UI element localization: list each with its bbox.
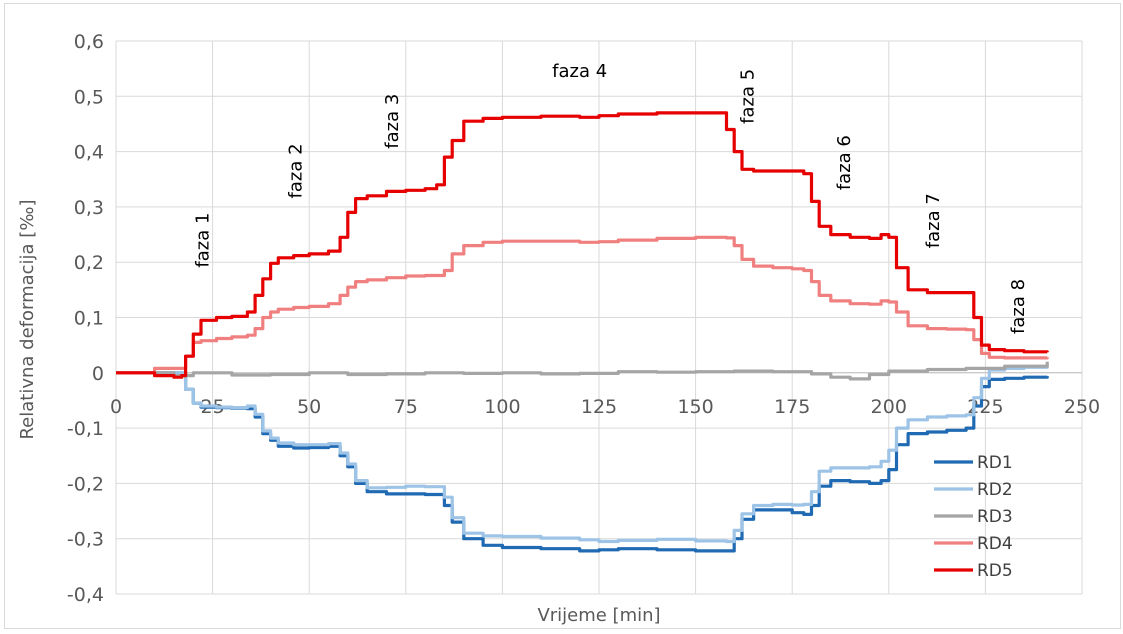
x-tick-label: 200 (871, 396, 907, 418)
y-tick-label: 0,2 (74, 252, 104, 274)
y-tick-label: 0,3 (74, 197, 104, 219)
legend-label: RD4 (977, 534, 1013, 554)
series-line-rd3 (116, 361, 1049, 381)
y-tick-label: -0,1 (67, 418, 104, 440)
phase-annotation: faza 6 (834, 135, 855, 190)
x-tick-label: 50 (297, 396, 321, 418)
x-tick-label: 0 (110, 396, 122, 418)
y-tick-label: -0,2 (67, 473, 104, 495)
y-tick-label: 0,6 (74, 31, 104, 53)
y-axis-title: Relativna deformacija [‰] (17, 199, 38, 439)
phase-annotation: faza 2 (285, 143, 306, 198)
axes: 0,60,50,40,30,20,10-0,1-0,2-0,3-0,40 25 50… (67, 31, 1100, 606)
legend-label: RD3 (977, 507, 1013, 527)
phase-annotation: faza 4 (552, 61, 607, 82)
phase-annotation: faza 3 (382, 94, 403, 149)
x-tick-label: 150 (677, 396, 713, 418)
series-line-rd2 (116, 365, 1049, 544)
legend-label: RD2 (977, 480, 1013, 500)
x-tick-label: 75 (394, 396, 418, 418)
phase-annotation: faza 7 (923, 193, 944, 248)
x-tick-label: 175 (774, 396, 810, 418)
legend: RD1 RD2 RD3 RD4 RD5 (934, 453, 1013, 581)
phase-annotation: faza 8 (1008, 279, 1029, 334)
series-line-rd5 (116, 111, 1049, 379)
series-lines (116, 111, 1049, 553)
line-chart: 0,60,50,40,30,20,10-0,1-0,2-0,3-0,40 25 50… (17, 31, 1100, 626)
legend-label: RD1 (977, 453, 1013, 473)
chart-frame: 0,6 0,5 0,4 0,3 0,2 0,1 0 -0,1 -0,2 -0,3 -0,4 0 25 50… (4, 3, 1121, 629)
y-tick-label: -0,4 (67, 584, 104, 606)
x-tick-label: 125 (581, 396, 617, 418)
phase-annotation: faza 5 (738, 69, 759, 124)
x-tick-label: 250 (1064, 396, 1100, 418)
y-tick-label: 0,1 (74, 308, 104, 330)
x-tick-label: 100 (484, 396, 520, 418)
y-tick-label: 0,4 (74, 142, 104, 164)
y-tick-label: 0,5 (74, 86, 104, 108)
x-axis-title: Vrijeme [min] (537, 605, 660, 626)
grid (115, 40, 1083, 595)
x-tick-label: 225 (967, 396, 1003, 418)
phase-annotation: faza 1 (193, 213, 214, 268)
y-tick-label: 0 (92, 363, 104, 385)
legend-label: RD5 (977, 561, 1013, 581)
annotations: faza 1 faza 2 faza 3 faza 4 faza 5 faza 6 faza… (193, 61, 1029, 334)
series-line-rd4 (116, 235, 1049, 375)
y-tick-label: -0,3 (67, 529, 104, 551)
